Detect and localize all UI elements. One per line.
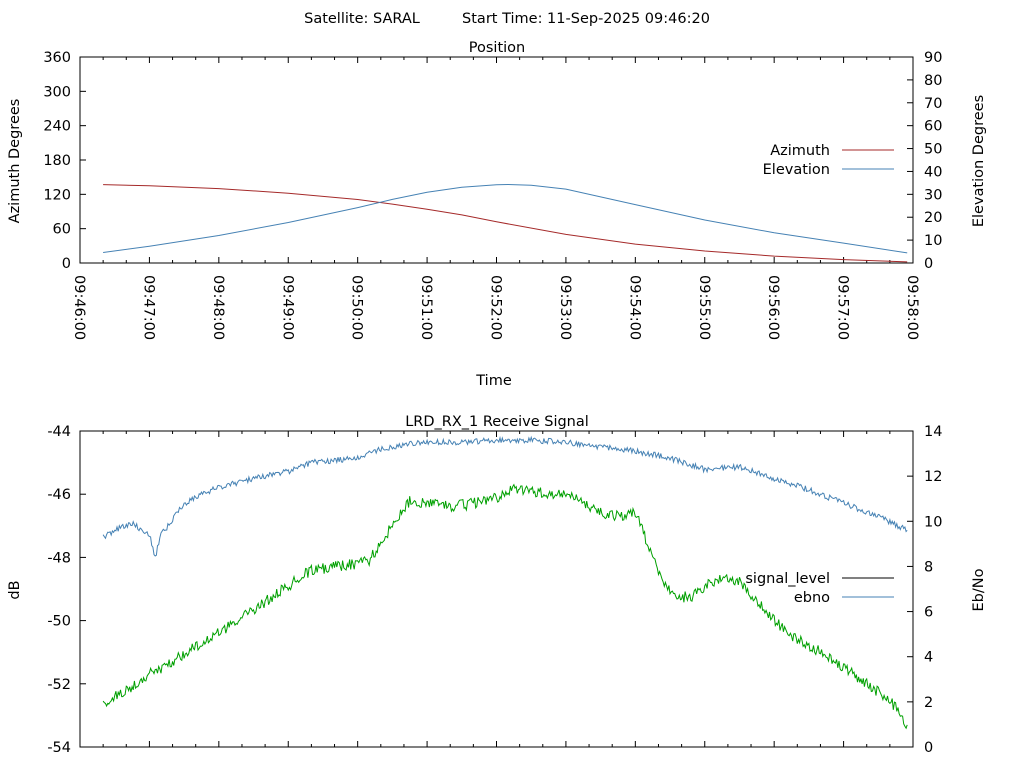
position-y2-tick-label: 30 — [924, 187, 942, 203]
position-y-tick-label: 300 — [43, 84, 71, 100]
signal-series-ebno — [102, 435, 908, 557]
signal-legend-ebno-label: ebno — [794, 590, 830, 606]
position-x-tick-label: 09:46:00 — [71, 275, 87, 340]
start-time-label: Start Time: 11-Sep-2025 09:46:20 — [462, 11, 710, 27]
position-y-axis-label: Azimuth Degrees — [7, 99, 23, 224]
position-x-tick-label: 09:49:00 — [279, 275, 295, 340]
position-x-tick-label: 09:52:00 — [488, 275, 504, 340]
signal-y-tick-label: -54 — [47, 740, 71, 756]
position-x-tick-label: 09:48:00 — [210, 275, 226, 340]
position-series-azimuth — [103, 184, 908, 263]
position-y2-tick-label: 60 — [924, 119, 942, 135]
position-chart-title: Position — [469, 40, 525, 56]
position-y2-tick-label: 0 — [924, 256, 933, 272]
signal-y-tick-label: -52 — [47, 677, 71, 693]
position-legend-azimuth-label: Azimuth — [770, 143, 830, 159]
signal-y2-tick-label: 0 — [924, 740, 933, 756]
position-x-tick-label: 09:58:00 — [904, 275, 920, 340]
position-y2-axis-label: Elevation Degrees — [971, 95, 987, 227]
signal-y2-tick-label: 2 — [924, 695, 933, 711]
position-y-tick-label: 0 — [62, 256, 71, 272]
position-y-tick-label: 180 — [43, 153, 71, 169]
signal-y-axis-label: dB — [7, 580, 23, 599]
position-x-axis-label: Time — [475, 373, 512, 389]
signal-y2-tick-label: 14 — [924, 424, 942, 440]
signal-y2-tick-label: 10 — [924, 514, 942, 530]
position-x-tick-label: 09:56:00 — [765, 275, 781, 340]
signal-plot-frame — [79, 430, 914, 748]
position-x-tick-label: 09:53:00 — [557, 275, 573, 340]
signal-plot: -54 -52 -50 -48 -46 -44 0 2 4 6 8 10 12 14 signal_leve… — [47, 424, 942, 756]
position-x-tick-label: 09:57:00 — [835, 275, 851, 340]
position-y-tick-label: 60 — [53, 222, 71, 238]
satellite-label: Satellite: SARAL — [304, 11, 420, 27]
signal-y-tick-label: -44 — [47, 424, 71, 440]
signal-legend-signal-level-label: signal_level — [745, 571, 830, 587]
position-y-tick-label: 240 — [43, 119, 71, 135]
position-y2-tick-label: 80 — [924, 73, 942, 89]
signal-chart-title: LRD_RX_1 Receive Signal — [405, 414, 589, 430]
signal-series-unlabeled — [102, 483, 908, 730]
signal-y-tick-label: -46 — [47, 487, 71, 503]
signal-y2-axis-label: Eb/No — [971, 568, 987, 611]
position-y2-tick-label: 40 — [924, 164, 942, 180]
position-x-tick-label: 09:50:00 — [349, 275, 365, 340]
position-y2-tick-label: 70 — [924, 96, 942, 112]
signal-y-tick-label: -48 — [47, 550, 71, 566]
position-plot-frame — [79, 56, 914, 264]
signal-y2-tick-label: 4 — [924, 650, 933, 666]
position-x-tick-label: 09:51:00 — [418, 275, 434, 340]
position-y2-tick-label: 20 — [924, 210, 942, 226]
signal-y2-tick-label: 6 — [924, 605, 933, 621]
position-y2-tick-label: 10 — [924, 233, 942, 249]
position-y2-tick-label: 50 — [924, 142, 942, 158]
position-x-tick-label: 09:54:00 — [626, 275, 642, 340]
position-x-tick-label: 09:47:00 — [140, 275, 156, 340]
signal-y2-tick-label: 12 — [924, 469, 942, 485]
position-x-tick-label: 09:55:00 — [696, 275, 712, 340]
signal-y2-tick-label: 8 — [924, 559, 933, 575]
position-y2-tick-label: 90 — [924, 50, 942, 66]
signal-y-tick-label: -50 — [47, 614, 71, 630]
position-legend-elevation-label: Elevation — [763, 162, 830, 178]
position-series-elevation — [103, 183, 908, 254]
position-plot: 0 60 120 180 240 300 360 0 10 20 30 40 50 60 70 80 90 09:… — [43, 50, 942, 340]
position-y-tick-label: 360 — [43, 50, 71, 66]
position-y-tick-label: 120 — [43, 187, 71, 203]
